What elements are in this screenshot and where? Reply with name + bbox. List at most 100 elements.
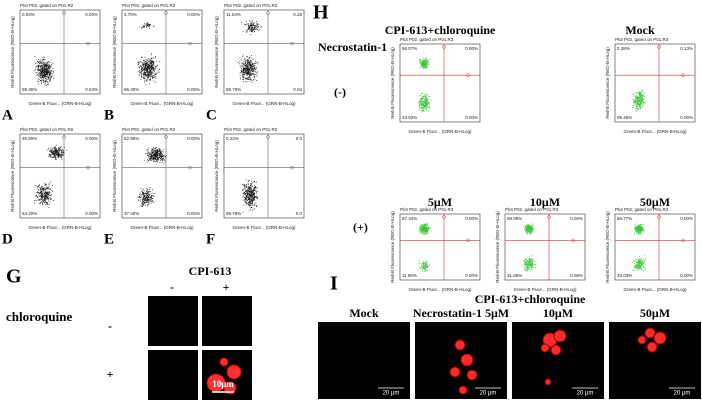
y-axis-label: Red-B Fluorescence (RED-B-HLog) [605, 211, 610, 283]
event-dot [43, 77, 44, 78]
event-dot [152, 198, 153, 199]
micrograph [318, 322, 410, 399]
event-dot [146, 61, 147, 62]
event-dot [638, 259, 639, 260]
event-dot [44, 189, 45, 190]
event-dot [251, 196, 252, 197]
event-dot [150, 65, 151, 66]
event-dot [50, 155, 51, 156]
event-dot [245, 186, 246, 187]
event-dot [244, 200, 245, 201]
event-dot [422, 268, 423, 269]
event-dot [634, 267, 635, 268]
event-dot [643, 228, 644, 229]
event-dot [529, 260, 530, 261]
event-dot [253, 80, 254, 81]
event-dot [47, 68, 48, 69]
event-dot [40, 59, 41, 60]
event-dot [644, 262, 645, 263]
event-dot [428, 230, 429, 231]
event-dot [251, 27, 252, 28]
event-dot [249, 189, 250, 190]
event-dot [252, 30, 253, 31]
event-dot [255, 29, 256, 30]
y-axis-label: Red-B Fluorescence (RED-B-HLog) [495, 211, 500, 283]
event-dot [153, 202, 154, 203]
event-dot [643, 227, 644, 228]
event-dot [422, 104, 423, 105]
event-dot [50, 150, 51, 151]
event-dot [529, 233, 530, 234]
event-dot [244, 197, 245, 198]
event-dot [246, 78, 247, 79]
event-dot [141, 62, 142, 63]
event-dot [429, 96, 430, 97]
event-dot [140, 66, 141, 67]
event-dot [425, 59, 426, 60]
event-dot [527, 264, 528, 265]
event-dot [255, 189, 256, 190]
event-dot [138, 62, 139, 63]
event-dot [150, 24, 151, 25]
event-dot [42, 73, 43, 74]
cell [220, 358, 228, 366]
event-dot [257, 72, 258, 73]
event-dot [251, 183, 252, 184]
scale-label: 20 μm [480, 391, 497, 397]
event-dot [149, 61, 150, 62]
cell [545, 379, 551, 385]
quadrant-value: 31.86% [507, 273, 522, 278]
event-dot [143, 199, 144, 200]
scale-label: 20 μm [577, 391, 594, 397]
event-dot [426, 264, 427, 265]
event-dot [253, 190, 254, 191]
event-dot [247, 189, 248, 190]
event-dot [642, 94, 643, 95]
event-dot [151, 62, 152, 63]
event-dot [51, 60, 52, 61]
event-dot [637, 104, 638, 105]
event-dot [636, 266, 637, 267]
event-dot [254, 195, 255, 196]
event-dot [532, 255, 533, 256]
event-dot [43, 188, 44, 189]
event-dot [637, 108, 638, 109]
event-dot [633, 105, 634, 106]
event-dot [38, 73, 39, 74]
event-dot [646, 101, 647, 102]
event-dot [154, 68, 155, 69]
event-dot [255, 190, 256, 191]
event-dot [151, 198, 152, 199]
event-dot [42, 189, 43, 190]
panel-letter: A [2, 107, 13, 123]
event-dot [248, 199, 249, 200]
event-dot [247, 73, 248, 74]
event-dot [532, 269, 533, 270]
event-dot [153, 151, 154, 152]
event-dot [56, 150, 57, 151]
plot-title: Plot P02, gated on P01.R2 [122, 127, 176, 132]
cell [654, 332, 666, 344]
event-dot [428, 59, 429, 60]
event-dot [148, 200, 149, 201]
event-dot [147, 76, 148, 77]
cell [647, 342, 657, 352]
event-dot [525, 259, 526, 260]
event-dot [143, 75, 144, 76]
event-dot [147, 75, 148, 76]
event-dot [42, 62, 43, 63]
event-dot [637, 264, 638, 265]
event-dot [249, 205, 250, 206]
event-dot [155, 158, 156, 159]
event-dot [47, 73, 48, 74]
event-dot [44, 71, 45, 72]
event-dot [253, 29, 254, 30]
event-dot [424, 62, 425, 63]
event-dot [251, 31, 252, 32]
event-dot [255, 79, 256, 80]
event-dot [422, 93, 423, 94]
event-dot [636, 259, 637, 260]
event-dot [153, 81, 154, 82]
event-dot [152, 68, 153, 69]
event-dot [152, 193, 153, 194]
